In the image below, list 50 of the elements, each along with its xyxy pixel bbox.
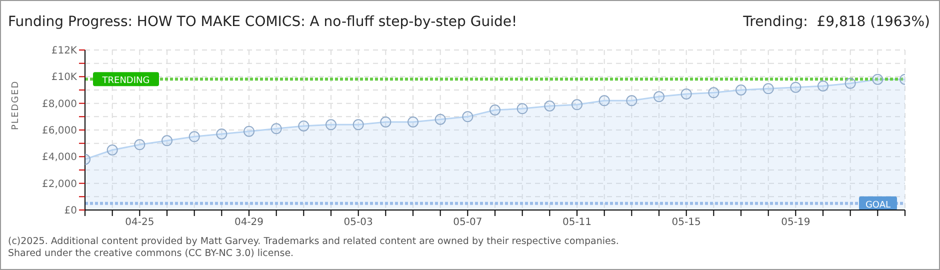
x-tick-label: 05-03 bbox=[344, 217, 373, 228]
point bbox=[872, 74, 884, 85]
ref-line-label: TRENDING bbox=[101, 76, 150, 86]
chart-subtitle: Trending: £9,818 (1963%) bbox=[743, 14, 930, 30]
point bbox=[736, 84, 746, 96]
point bbox=[762, 83, 774, 94]
y-tick-label: £10K bbox=[51, 72, 78, 84]
y-tick-label: £0 bbox=[64, 206, 77, 217]
x-tick-label: 05-19 bbox=[781, 217, 810, 228]
point bbox=[844, 78, 856, 89]
point bbox=[188, 131, 200, 142]
y-tick-label: £4,000 bbox=[42, 152, 77, 164]
point bbox=[654, 91, 664, 102]
x-tick-label: 04-25 bbox=[125, 217, 154, 228]
text: (c)2025. Additional content provided by Matt Garvey. Trademarks and related content are owned by their respective companies. bbox=[8, 236, 619, 248]
point bbox=[818, 80, 828, 92]
point bbox=[462, 111, 474, 122]
x-tick-label: 04-29 bbox=[234, 217, 264, 228]
y-tick-label: £8,000 bbox=[42, 98, 77, 110]
ref-line-label: GOAL bbox=[865, 200, 891, 210]
point bbox=[162, 135, 172, 146]
point bbox=[626, 95, 638, 106]
point bbox=[434, 114, 446, 125]
y-tick-label: £2,000 bbox=[42, 178, 77, 190]
chart-title: Funding Progress: HOW TO MAKE COMICS: A no-fluff step-by-step Guide! bbox=[8, 14, 518, 30]
x-tick-label: 05-15 bbox=[672, 217, 701, 228]
point bbox=[572, 99, 582, 110]
point bbox=[680, 88, 692, 100]
point bbox=[380, 116, 392, 128]
point bbox=[134, 139, 146, 150]
point bbox=[216, 128, 228, 140]
point bbox=[490, 104, 500, 116]
point bbox=[598, 95, 610, 106]
text: Shared under the creative commons (CC BY-NC 3.0) license. bbox=[8, 248, 295, 260]
point bbox=[106, 144, 118, 156]
x-tick-label: 05-07 bbox=[453, 217, 482, 228]
x-tick-label: 05-11 bbox=[562, 217, 592, 228]
point bbox=[544, 100, 556, 112]
point bbox=[244, 126, 254, 137]
point bbox=[790, 82, 802, 93]
y-tick-label: £12K bbox=[51, 46, 78, 57]
point bbox=[708, 87, 720, 98]
point bbox=[270, 123, 282, 134]
y-axis-title: PLEDGED bbox=[11, 80, 22, 130]
point bbox=[326, 119, 336, 130]
point bbox=[516, 103, 528, 114]
y-tick-label: £6,000 bbox=[42, 126, 77, 137]
point bbox=[298, 120, 310, 132]
point bbox=[352, 119, 364, 130]
point bbox=[408, 116, 418, 128]
